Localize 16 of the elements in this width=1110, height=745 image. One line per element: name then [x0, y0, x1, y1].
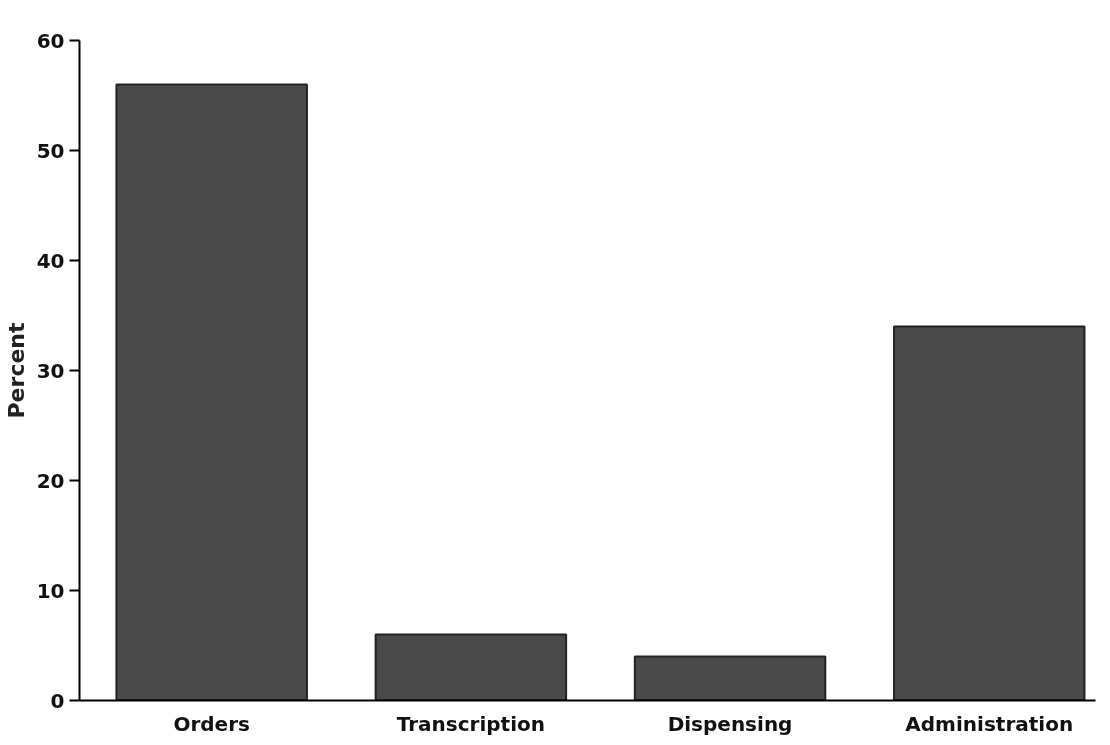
bar [115, 83, 308, 701]
y-tick-label: 0 [50, 688, 65, 713]
y-tick-label: 60 [36, 28, 65, 53]
y-tick-label: 40 [36, 248, 65, 273]
x-tick-label: Administration [905, 711, 1074, 736]
y-tick-label: 10 [36, 578, 65, 603]
y-axis-title: Percent [3, 322, 29, 419]
bar [633, 655, 827, 701]
x-tick-label: Orders [173, 711, 250, 736]
x-tick-label: Transcription [396, 711, 545, 736]
y-tick-label: 20 [36, 468, 65, 493]
y-tick-label: 50 [36, 138, 65, 163]
x-tick-label: Dispensing [667, 711, 793, 736]
bar [374, 633, 568, 701]
bar [892, 325, 1086, 701]
y-tick-label: 30 [36, 358, 65, 383]
